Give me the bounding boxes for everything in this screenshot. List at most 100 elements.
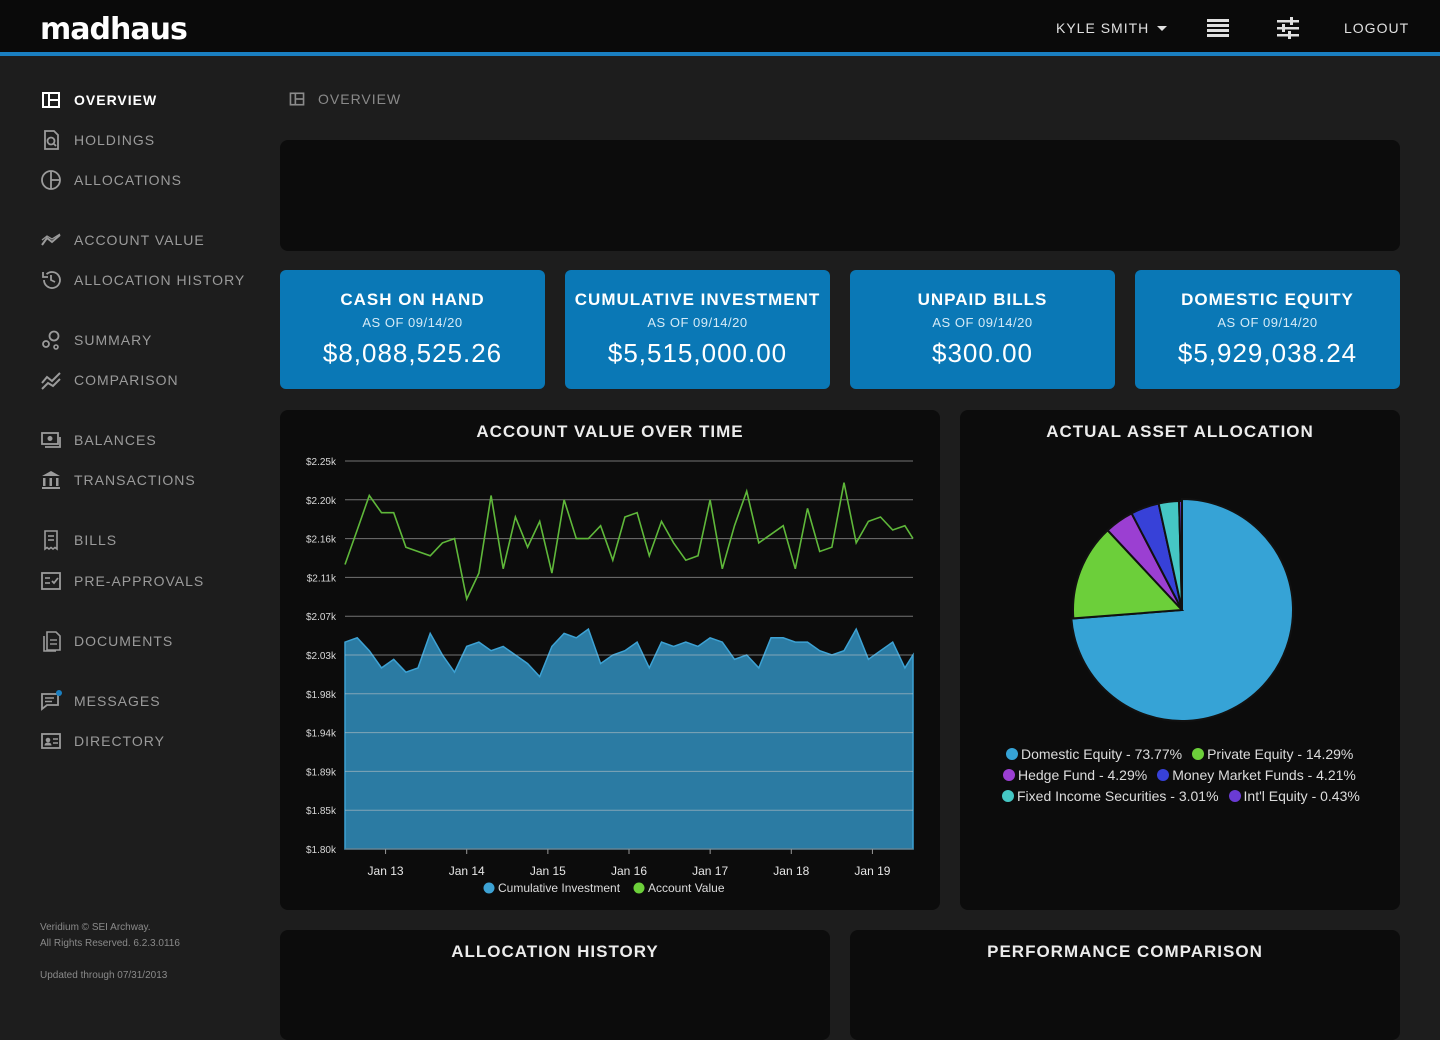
y-tick-label: $2.07k: [306, 612, 337, 623]
breadcrumb: OVERVIEW: [288, 90, 401, 108]
overview-icon: [289, 92, 305, 106]
sidebar-item-allocations[interactable]: ALLOCATIONS: [40, 169, 182, 191]
panel-title: ACTUAL ASSET ALLOCATION: [1046, 422, 1314, 441]
y-tick-label: $2.03k: [306, 651, 337, 662]
panel-title: PERFORMANCE COMPARISON: [987, 942, 1263, 961]
panel-title: ALLOCATION HISTORY: [451, 942, 659, 961]
asset-allocation-pie: [1070, 497, 1294, 722]
logo[interactable]: madhaus: [40, 12, 188, 47]
allocations-icon: [41, 170, 61, 190]
sidebar-item-label: SUMMARY: [74, 332, 153, 348]
y-tick-label: $2.25k: [306, 457, 337, 468]
legend-item[interactable]: Hedge Fund - 4.29%: [1003, 767, 1147, 783]
sidebar-item-label: TRANSACTIONS: [74, 472, 196, 488]
sidebar-item-allocation-history[interactable]: ALLOCATION HISTORY: [40, 269, 245, 291]
legend-item[interactable]: Domestic Equity - 73.77%: [1006, 746, 1182, 762]
updated-text: Updated through 07/31/2013: [40, 970, 168, 981]
settings-sliders-icon[interactable]: [1276, 17, 1300, 39]
pie-legend-row: Hedge Fund - 4.29% Money Market Funds - …: [1003, 767, 1356, 783]
sidebar: [0, 60, 260, 1024]
sidebar-item-overview[interactable]: OVERVIEW: [40, 89, 157, 111]
card-title: DOMESTIC EQUITY: [1181, 290, 1354, 309]
comparison-icon: [41, 372, 61, 390]
account-value-chart: $2.25k $2.20k $2.16k $2.11k $2.07k $2.03k $1.9…: [306, 457, 914, 895]
version-line: All Rights Reserved. 6.2.3.0116: [40, 938, 180, 949]
x-tick-label: Jan 13: [368, 864, 404, 878]
card-value: $8,088,525.26: [322, 338, 503, 368]
y-tick-label: $1.80k: [306, 845, 337, 856]
legend-swatch: [633, 882, 645, 894]
history-icon: [42, 271, 61, 289]
legend-item[interactable]: Int'l Equity - 0.43%: [1228, 788, 1360, 804]
user-name: KYLE SMITH: [1056, 20, 1150, 36]
overview-icon: [42, 92, 60, 108]
menu-icon[interactable]: [1206, 17, 1230, 39]
sidebar-item-comparison[interactable]: COMPARISON: [40, 369, 179, 391]
messages-icon: [41, 690, 62, 711]
x-tick-label: Jan 14: [449, 864, 485, 878]
chevron-down-icon: [1157, 25, 1168, 31]
sidebar-item-label: BILLS: [74, 532, 118, 548]
sidebar-item-bills[interactable]: BILLS: [40, 529, 117, 551]
y-tick-label: $1.85k: [306, 806, 337, 817]
pie-legend-row: Fixed Income Securities - 3.01% Int'l Eq…: [1002, 788, 1360, 804]
x-tick-label: Jan 15: [530, 864, 566, 878]
card-value: $5,515,000.00: [607, 338, 788, 368]
x-tick-label: Jan 17: [692, 864, 728, 878]
unpaid-bills-card: UNPAID BILLS AS OF 09/14/20 $300.00: [850, 270, 1115, 389]
sidebar-item-label: HOLDINGS: [74, 132, 156, 148]
card-value: $5,929,038.24: [1177, 338, 1358, 368]
sidebar-item-balances[interactable]: BALANCES: [40, 429, 157, 451]
sidebar-item-label: ACCOUNT VALUE: [74, 232, 205, 248]
pie-slice: [1072, 528, 1185, 620]
sidebar-item-label: PRE-APPROVALS: [74, 573, 205, 589]
legend-item[interactable]: Fixed Income Securities - 3.01%: [1002, 788, 1219, 804]
y-tick-label: $1.89k: [306, 767, 337, 778]
user-menu[interactable]: KYLE SMITH: [1056, 20, 1168, 36]
account-value-panel: ACCOUNT VALUE OVER TIME $2.25k $2.20k $2.1…: [280, 410, 940, 910]
summary-icon: [42, 330, 60, 350]
legend-label: Account Value: [648, 881, 725, 895]
performance-comparison-panel: PERFORMANCE COMPARISON: [850, 930, 1400, 1040]
domestic-equity-card: DOMESTIC EQUITY AS OF 09/14/20 $5,929,03…: [1135, 270, 1400, 389]
card-title: UNPAID BILLS: [917, 290, 1048, 309]
y-tick-label: $1.98k: [306, 690, 337, 701]
sidebar-item-summary[interactable]: SUMMARY: [40, 329, 152, 351]
card-title: CUMULATIVE INVESTMENT: [574, 290, 821, 309]
transactions-icon: [42, 471, 60, 489]
x-tick-label: Jan 19: [854, 864, 890, 878]
pie-slice: [1178, 499, 1183, 611]
bills-icon: [44, 530, 58, 551]
sidebar-item-transactions[interactable]: TRANSACTIONS: [40, 469, 196, 491]
legend-label: Cumulative Investment: [498, 881, 621, 895]
sidebar-item-pre-approvals[interactable]: PRE-APPROVALS: [40, 570, 204, 592]
cumulative-investment-card: CUMULATIVE INVESTMENT AS OF 09/14/20 $5,…: [565, 270, 830, 389]
legend-item[interactable]: Private Equity - 14.29%: [1192, 746, 1353, 762]
sidebar-item-documents[interactable]: DOCUMENTS: [40, 630, 173, 652]
legend-item[interactable]: Money Market Funds - 4.21%: [1157, 767, 1356, 783]
sidebar-item-holdings[interactable]: HOLDINGS: [40, 129, 155, 151]
y-tick-label: $2.20k: [306, 496, 337, 507]
sidebar-item-label: DIRECTORY: [74, 733, 165, 749]
asset-allocation-panel: ACTUAL ASSET ALLOCATION Domestic Equity …: [960, 410, 1400, 910]
sidebar-item-account-value[interactable]: ACCOUNT VALUE: [40, 229, 205, 251]
banner-panel: [280, 140, 1400, 251]
sidebar-item-messages[interactable]: MESSAGES: [40, 690, 161, 712]
sidebar-item-directory[interactable]: DIRECTORY: [40, 730, 165, 752]
card-title: CASH ON HAND: [340, 290, 485, 309]
top-bar: madhaus KYLE SMITH LOGOUT: [0, 0, 1440, 56]
documents-icon: [43, 631, 61, 652]
legend-swatch: [483, 882, 495, 894]
balances-icon: [41, 432, 61, 448]
logout-button[interactable]: LOGOUT: [1344, 20, 1410, 36]
cash-on-hand-card: CASH ON HAND AS OF 09/14/20 $8,088,525.2…: [280, 270, 545, 389]
y-tick-label: $1.94k: [306, 729, 337, 740]
sidebar-item-label: OVERVIEW: [74, 92, 158, 108]
sidebar-item-label: ALLOCATION HISTORY: [74, 272, 246, 288]
y-tick-label: $2.16k: [306, 535, 337, 546]
pre-approvals-icon: [41, 572, 61, 590]
sidebar-item-label: ALLOCATIONS: [74, 172, 182, 188]
x-tick-label: Jan 18: [773, 864, 809, 878]
pie-legend-row: Domestic Equity - 73.77% Private Equity …: [1006, 746, 1353, 762]
panel-title: ACCOUNT VALUE OVER TIME: [476, 422, 744, 441]
